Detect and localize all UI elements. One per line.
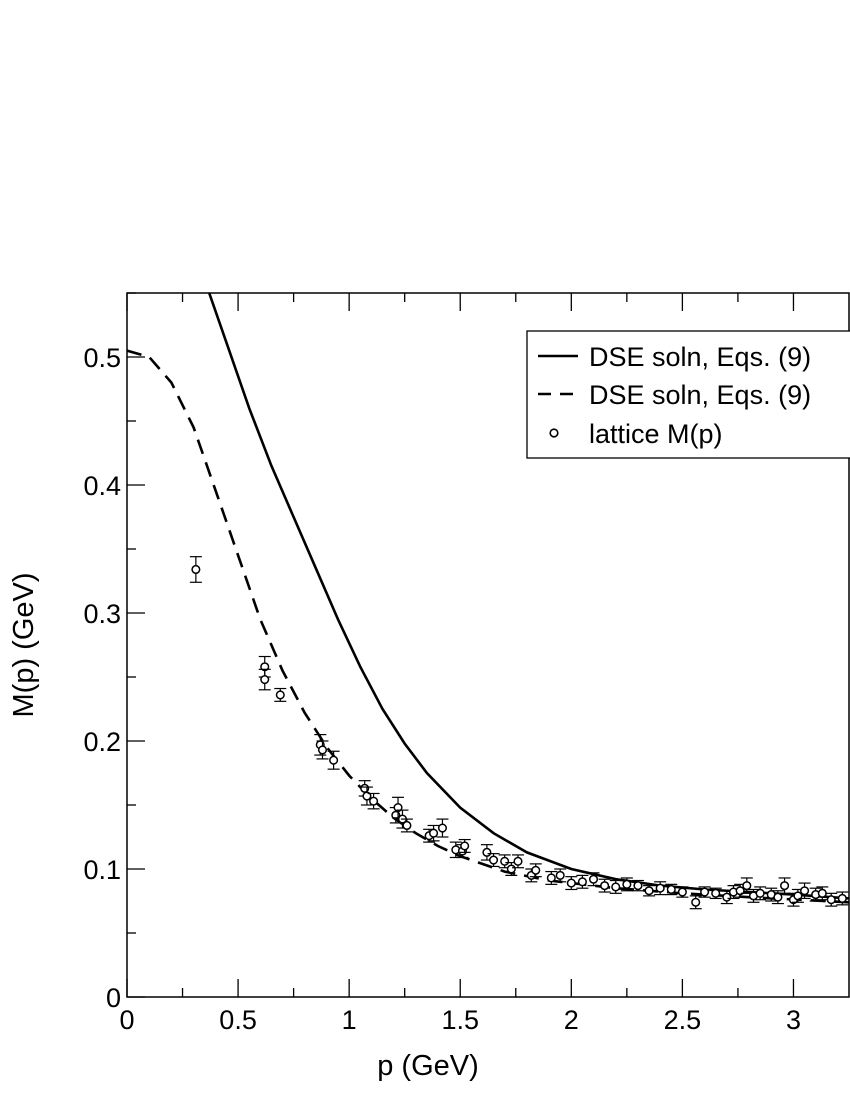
lattice-point (260, 675, 270, 685)
y-axis-title: M(p) (GeV) (8, 573, 40, 718)
y-tick-label: 0.4 (83, 471, 121, 501)
lattice-point (531, 865, 541, 875)
lattice-point (275, 690, 285, 700)
lattice-point (691, 897, 701, 907)
lattice-point (826, 895, 836, 905)
dse-solid-curve (207, 293, 849, 900)
legend-box (526, 330, 850, 459)
lattice-point (655, 883, 665, 893)
x-tick-label: 1 (342, 1005, 357, 1035)
y-axis-ticks: 0 0.1 0.2 0.3 0.4 0.5 (83, 292, 145, 1013)
lattice-point (817, 888, 827, 898)
lattice-point (555, 870, 565, 880)
lattice-point (633, 881, 643, 891)
lattice-point (577, 877, 587, 887)
lattice-point (780, 881, 790, 891)
lattice-point (611, 882, 621, 892)
lattice-point (329, 755, 339, 765)
x-tick-label: 2.5 (664, 1005, 702, 1035)
lattice-point (742, 881, 752, 891)
plot-frame (126, 292, 850, 998)
lattice-point (644, 886, 654, 896)
x-axis-ticks: 0 0.5 1 1.5 2 2.5 3 (119, 293, 801, 1035)
lattice-point (546, 873, 556, 883)
lattice-point (460, 841, 470, 851)
lattice-point (600, 881, 610, 891)
x-tick-label: 0 (119, 1005, 134, 1035)
y-tick-label: 0.1 (83, 855, 121, 885)
lattice-point (393, 803, 403, 813)
lattice-point (317, 745, 328, 755)
series-layer (127, 293, 849, 910)
lattice-point (588, 874, 599, 884)
legend-label-lattice: lattice M(p) (589, 419, 723, 449)
lattice-point (735, 886, 745, 896)
lattice-point (429, 828, 439, 838)
y-tick-label: 0.2 (83, 727, 121, 757)
lattice-point (500, 856, 510, 866)
lattice-point (362, 791, 372, 801)
lattice-point (666, 884, 676, 895)
lattice-point (566, 878, 576, 888)
lattice-point (711, 888, 721, 898)
lattice-point (489, 855, 499, 865)
lattice-point (513, 856, 523, 866)
lattice-point (437, 823, 448, 833)
lattice-point (482, 847, 492, 857)
lattice-point (506, 864, 516, 874)
legend-point-sample (549, 428, 559, 438)
lattice-point (837, 893, 847, 903)
lattice-point (622, 879, 632, 889)
legend-label-dse-solid: DSE soln, Eqs. (9) (589, 342, 811, 372)
legend: DSE soln, Eqs. (9) DSE soln, Eqs. (9) la… (526, 330, 850, 459)
lattice-point (700, 887, 710, 897)
y-tick-label: 0.5 (83, 343, 121, 373)
y-tick-label: 0.3 (83, 599, 121, 629)
lattice-point (722, 892, 732, 902)
x-axis-title: p (GeV) (377, 1050, 479, 1082)
lattice-point (677, 887, 687, 897)
lattice-point (191, 564, 201, 575)
x-tick-label: 2 (564, 1005, 579, 1035)
legend-label-dse-dashed: DSE soln, Eqs. (9) (589, 380, 811, 410)
lattice-point (800, 886, 810, 896)
y-tick-label: 0 (106, 983, 121, 1013)
lattice-point (402, 820, 412, 831)
lattice-point (773, 892, 783, 902)
lattice-point (369, 796, 379, 806)
x-tick-label: 3 (786, 1005, 801, 1035)
lattice-point (793, 891, 803, 901)
lattice-point (755, 888, 765, 898)
x-tick-label: 1.5 (441, 1005, 479, 1035)
x-tick-label: 0.5 (219, 1005, 257, 1035)
